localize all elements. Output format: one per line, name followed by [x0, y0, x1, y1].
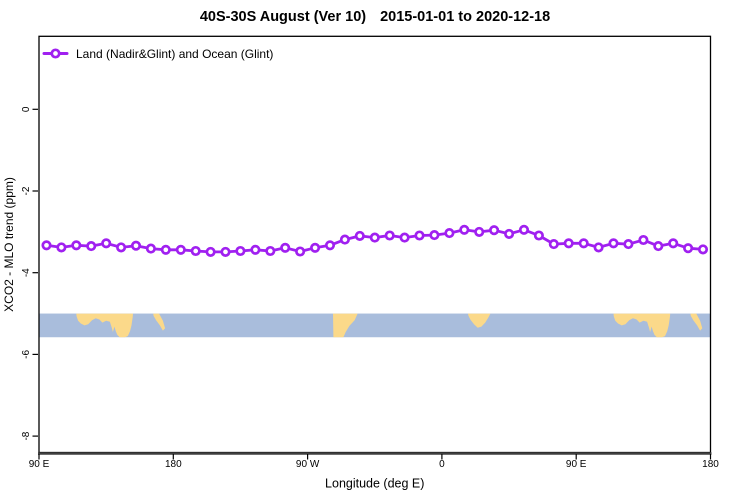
data-point	[384, 230, 395, 241]
data-point	[145, 243, 156, 254]
data-point	[608, 238, 619, 249]
data-point	[518, 224, 530, 235]
title-region-period: 40S-30S August (Ver 10)	[199, 9, 367, 25]
legend-label: Land (Nadir&Glint) and Ocean (Glint)	[76, 47, 273, 61]
x-axis-title: Longitude (deg E)	[325, 477, 424, 491]
map-land-australia-wrapped	[613, 313, 671, 338]
y-tick-label: 0	[21, 106, 32, 112]
data-point	[623, 239, 634, 250]
map-land-new-zealand	[153, 313, 166, 331]
title-date-range: 2015-01-01 to 2020-12-18	[380, 9, 551, 25]
data-point	[668, 238, 679, 249]
data-point	[399, 232, 410, 243]
data-point	[369, 232, 380, 243]
data-point	[235, 245, 246, 257]
data-point	[593, 242, 604, 253]
map-land-australia	[76, 313, 133, 338]
map-land-south-america	[333, 313, 358, 338]
y-tick-label: -6	[21, 350, 32, 359]
data-point	[310, 242, 321, 253]
data-point	[71, 240, 82, 251]
x-tick-label: 0	[439, 459, 445, 470]
data-point	[489, 225, 500, 236]
legend-symbol	[42, 48, 69, 59]
y-axis-title: XCO2 - MLO trend (ppm)	[2, 177, 16, 312]
data-point	[130, 240, 142, 251]
data-point	[265, 245, 276, 257]
data-point	[563, 238, 574, 249]
data-point	[280, 242, 291, 253]
x-tick-label: 90 E	[566, 459, 587, 470]
data-point	[339, 234, 350, 245]
data-point	[578, 238, 589, 249]
data-point	[429, 230, 440, 241]
x-tick-label: 90 E	[29, 459, 50, 470]
data-point	[414, 230, 425, 241]
map-land-new-zealand-wrapped	[690, 313, 703, 331]
y-tick-label: -4	[21, 268, 32, 277]
data-point	[444, 228, 455, 239]
page-title: 40S-30S August (Ver 10) 2015-01-01 to 20…	[0, 9, 750, 25]
data-point	[504, 228, 515, 239]
data-point	[533, 230, 544, 241]
data-point	[205, 246, 216, 257]
data-point	[220, 246, 231, 257]
data-point	[354, 230, 365, 241]
data-point	[548, 239, 559, 250]
data-series-layer	[41, 224, 709, 257]
map-land-south-africa	[468, 313, 491, 328]
map-band-ocean	[39, 313, 711, 338]
data-point	[683, 243, 694, 254]
data-point	[86, 241, 97, 252]
data-point	[459, 224, 470, 235]
data-point	[41, 240, 52, 251]
data-point	[324, 240, 336, 251]
map-band-layer	[39, 313, 711, 338]
data-point	[56, 242, 67, 253]
legend-marker-sample	[50, 48, 61, 59]
data-point	[295, 246, 306, 257]
x-tick-label: 180	[702, 459, 719, 470]
data-point	[175, 244, 186, 255]
axes-frame-layer: 90 E 180 90 W 0 90 E 180 0 -2 -4 -6 -8	[21, 35, 719, 470]
y-tick-label: -8	[21, 431, 32, 440]
x-tick-label: 90 W	[296, 459, 320, 470]
x-tick-label: 180	[165, 459, 182, 470]
data-point	[101, 238, 112, 249]
data-point	[250, 244, 261, 255]
data-point	[116, 242, 127, 253]
data-point	[160, 244, 171, 255]
data-point	[697, 244, 709, 255]
data-point	[638, 234, 649, 246]
data-point	[653, 241, 664, 252]
y-tick-label: -2	[21, 186, 32, 195]
data-point	[474, 226, 485, 237]
data-point	[190, 245, 201, 257]
